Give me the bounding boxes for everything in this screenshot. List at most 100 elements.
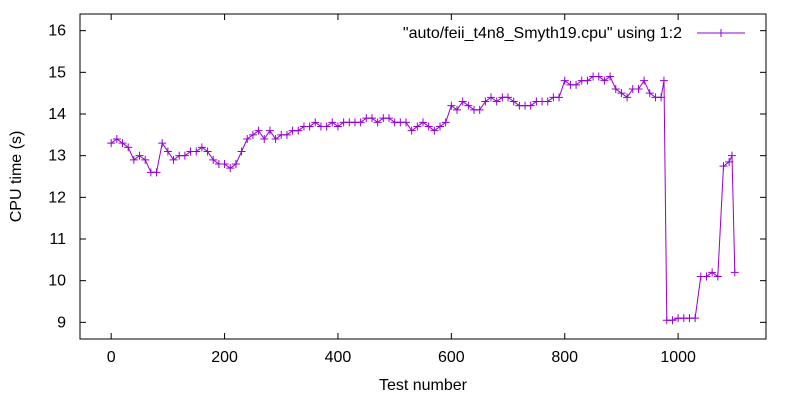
data-point xyxy=(600,76,609,85)
x-tick-label: 800 xyxy=(551,349,578,366)
x-axis-title: Test number xyxy=(379,377,468,394)
y-tick-label: 10 xyxy=(48,273,66,290)
data-point xyxy=(141,155,150,164)
data-point xyxy=(481,97,490,106)
data-point xyxy=(424,122,433,131)
data-point xyxy=(135,151,144,160)
data-point xyxy=(659,76,668,85)
legend-marker-sample xyxy=(717,29,725,37)
data-point xyxy=(112,135,121,143)
y-tick-label: 11 xyxy=(49,231,66,248)
data-point xyxy=(373,118,382,127)
x-tick-label: 0 xyxy=(107,349,116,366)
data-point xyxy=(203,147,212,156)
data-point xyxy=(617,89,626,98)
data-point xyxy=(441,118,450,127)
data-point xyxy=(124,143,133,152)
data-point xyxy=(611,85,620,93)
data-point xyxy=(129,155,138,164)
data-point xyxy=(713,272,722,281)
data-point xyxy=(169,155,178,164)
data-point xyxy=(634,85,643,93)
data-point xyxy=(492,97,501,106)
data-point xyxy=(254,126,263,135)
data-point xyxy=(356,118,365,127)
x-tick-label: 1000 xyxy=(660,349,696,366)
data-point xyxy=(458,97,467,106)
data-point xyxy=(464,101,473,110)
data-point xyxy=(163,147,172,156)
data-point xyxy=(640,76,649,85)
data-point xyxy=(583,76,592,85)
data-point xyxy=(623,93,632,102)
axes: 0 200 400 600 800 1000 9 10 11 12 13 14 15 16 xyxy=(48,13,767,366)
data-point xyxy=(209,155,218,164)
data-point xyxy=(436,122,445,131)
data-point xyxy=(413,122,422,131)
y-tick-label: 13 xyxy=(48,148,66,165)
data-point xyxy=(265,126,274,135)
data-point xyxy=(237,147,246,156)
data-point xyxy=(248,130,257,139)
data-point xyxy=(702,272,711,281)
y-tick-label: 16 xyxy=(48,23,66,40)
data-point xyxy=(260,135,269,143)
data-point xyxy=(158,139,167,148)
data-point xyxy=(180,151,189,160)
data-point xyxy=(231,160,240,168)
data-point xyxy=(606,72,615,81)
y-tick-label: 9 xyxy=(57,314,66,331)
plot-frame xyxy=(79,13,767,340)
data-point xyxy=(727,151,736,160)
y-axis-title: CPU time (s) xyxy=(8,131,25,223)
data-point xyxy=(401,118,410,127)
data-point xyxy=(475,105,484,114)
y-tick-label: 14 xyxy=(48,106,66,123)
data-point xyxy=(594,72,603,81)
data-point xyxy=(311,118,320,127)
data-point xyxy=(708,268,717,277)
series-line xyxy=(110,75,736,321)
data-point xyxy=(555,93,564,102)
data-point xyxy=(367,114,376,123)
data-point xyxy=(152,168,161,177)
data-point xyxy=(691,314,700,323)
data-point xyxy=(447,101,456,110)
data-point xyxy=(384,114,393,123)
data-point xyxy=(243,135,252,143)
data-point xyxy=(294,126,303,135)
y-tick-label: 12 xyxy=(48,189,66,206)
data-point xyxy=(333,122,342,131)
data-point xyxy=(407,126,416,135)
data-point xyxy=(526,101,535,110)
data-point xyxy=(192,147,201,156)
data-point xyxy=(509,97,518,106)
data-point xyxy=(118,139,127,148)
data-point xyxy=(271,135,280,143)
data-point xyxy=(719,162,728,171)
data-point xyxy=(419,118,427,127)
data-point xyxy=(543,97,552,106)
data-point xyxy=(430,126,439,135)
data-point xyxy=(453,105,462,114)
x-tick-label: 400 xyxy=(325,349,352,366)
y-tick-label: 15 xyxy=(48,64,66,81)
data-point xyxy=(645,89,654,98)
data-point xyxy=(730,268,739,277)
data-point xyxy=(657,93,666,102)
data-point xyxy=(322,122,331,131)
data-point xyxy=(560,76,569,85)
data-point xyxy=(226,164,235,173)
data-point xyxy=(197,143,206,152)
data-point xyxy=(487,93,496,102)
data-point xyxy=(282,130,291,139)
x-tick-label: 200 xyxy=(211,349,238,366)
legend: "auto/feii_t4n8_Smyth19.cpu" using 1:2 xyxy=(403,25,745,42)
data-point xyxy=(725,157,734,166)
x-tick-label: 600 xyxy=(438,349,465,366)
plot-area xyxy=(107,72,739,325)
data-point xyxy=(107,139,116,148)
data-point xyxy=(328,118,337,127)
data-point xyxy=(504,93,513,102)
legend-label: "auto/feii_t4n8_Smyth19.cpu" using 1:2 xyxy=(403,25,682,42)
